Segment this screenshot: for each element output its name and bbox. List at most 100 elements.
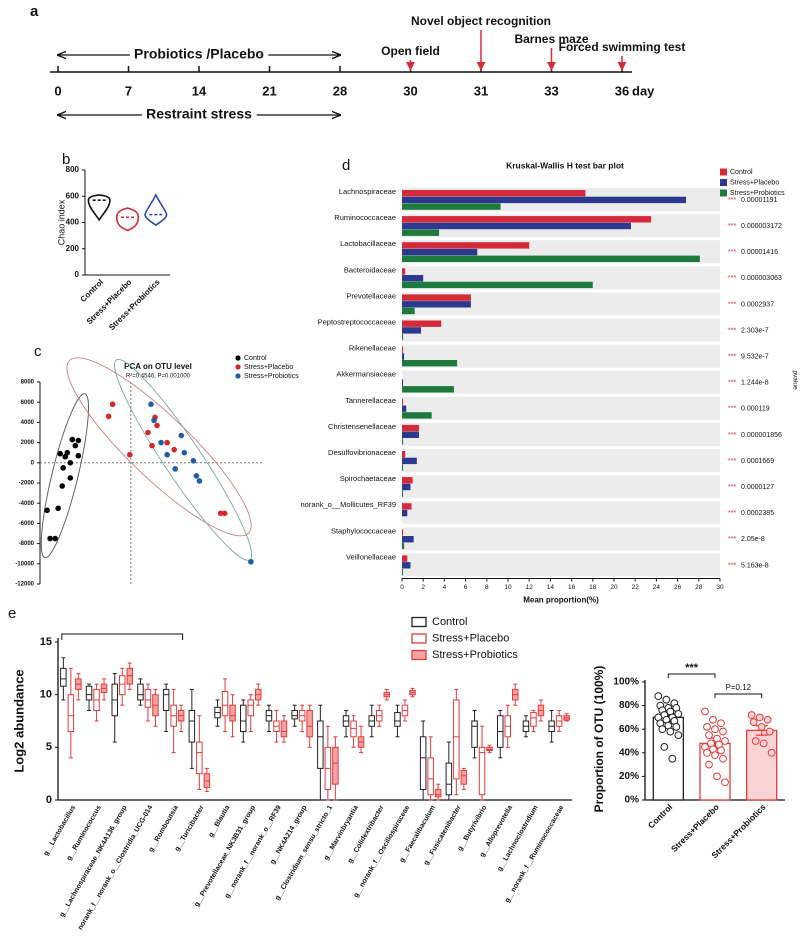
bar (402, 268, 406, 275)
category-label: Akkermansiaceae (336, 370, 396, 379)
bar (402, 248, 478, 256)
box (280, 720, 288, 738)
y-tick-label: 10 (40, 689, 52, 701)
point (105, 413, 112, 420)
box (221, 691, 229, 717)
significance: *** (728, 432, 736, 439)
point (221, 510, 228, 517)
bar (402, 275, 424, 282)
category-label: Lachnospiraceae (339, 187, 396, 196)
y-tick-label: 8000 (21, 380, 35, 386)
box (137, 683, 144, 701)
chart-subtitle: R²=0.4546, P=0.001000 (126, 374, 191, 380)
timeline-tick-label: 31 (474, 83, 488, 98)
x-tick-label: g__norank_f__Ruminococcaceae (504, 804, 566, 904)
bar (402, 477, 413, 484)
y-axis-label: Proportion of OTU (100%) (592, 666, 606, 813)
point (60, 465, 67, 471)
y-axis-label: Log2 abundance (11, 669, 26, 772)
x-tick-label: 22 (632, 584, 640, 591)
point (763, 715, 772, 724)
x-tick-label: g__Blautia (208, 804, 232, 838)
y-tick-label: 200 (66, 244, 80, 253)
legend-swatch (411, 616, 427, 628)
pvalue: 0.0002937 (741, 301, 774, 308)
point (767, 748, 776, 757)
box (291, 709, 298, 720)
bar (402, 379, 404, 386)
violin (115, 207, 140, 232)
legend-label: Stress+Probiotics (432, 649, 518, 661)
y-tick-label: -6000 (19, 521, 35, 527)
point (674, 709, 683, 718)
significance: *** (728, 458, 736, 465)
box (530, 712, 537, 727)
box (434, 788, 442, 798)
x-tick-label: 18 (589, 584, 597, 591)
row-band (402, 527, 720, 551)
point (717, 746, 725, 755)
box (478, 746, 486, 796)
point (59, 483, 65, 489)
category-label: Tannerellaceae (345, 396, 396, 405)
bar (402, 301, 471, 308)
category-label: Desulfovibrionaceae (328, 448, 396, 457)
panel-label: c (34, 343, 42, 360)
bar (402, 464, 404, 471)
significance: *** (728, 562, 736, 569)
point (145, 429, 151, 436)
point (57, 450, 63, 457)
bar (402, 386, 454, 393)
point (75, 452, 82, 459)
box (427, 757, 434, 796)
timeline-tick-label: 21 (262, 83, 276, 98)
point (719, 727, 727, 736)
point (747, 711, 756, 719)
category-label: Ruminococcaceae (334, 213, 396, 222)
point (711, 751, 719, 760)
significance: *** (728, 536, 736, 543)
box (67, 694, 75, 733)
significance-bracket (61, 633, 184, 640)
point (67, 475, 74, 481)
point (217, 510, 224, 517)
row-band (402, 344, 720, 368)
bar (402, 529, 404, 536)
x-tick-label: 24 (653, 584, 661, 591)
x-tick-label: Control (79, 278, 105, 304)
x-tick-label: 2 (421, 584, 425, 591)
point (47, 535, 53, 542)
y-tick-label: -10000 (15, 561, 34, 567)
timeline-tick-label: 0 (54, 83, 61, 98)
bar (402, 255, 700, 262)
comparison-bracket (667, 673, 716, 678)
legend-marker (235, 364, 241, 370)
y-tick-label: -12000 (15, 582, 34, 588)
y-tick-label: -2000 (19, 481, 35, 487)
y-tick-label: 600 (66, 191, 80, 200)
x-tick-label: 16 (568, 584, 576, 591)
box (240, 704, 247, 733)
point (703, 722, 711, 731)
bar (402, 196, 687, 204)
bar (402, 353, 405, 360)
point (164, 439, 170, 446)
legend-label: Control (730, 169, 753, 176)
bar (402, 360, 458, 367)
point (672, 722, 681, 731)
x-tick-label: 12 (526, 584, 534, 591)
x-tick-label: Stress+Probiotics (107, 277, 162, 332)
span-label: Restraint stress (146, 106, 252, 122)
box (486, 746, 493, 751)
bar (402, 216, 652, 223)
legend-swatch (411, 649, 427, 661)
panel-label: e (8, 605, 16, 622)
timeline-tick-label: 36 (615, 83, 629, 98)
point (666, 727, 675, 736)
category-label: Spirochaetaceae (340, 474, 396, 483)
point (759, 739, 768, 748)
row-band (402, 422, 720, 446)
pvalue: 0.0000127 (741, 484, 774, 491)
point (719, 754, 727, 763)
